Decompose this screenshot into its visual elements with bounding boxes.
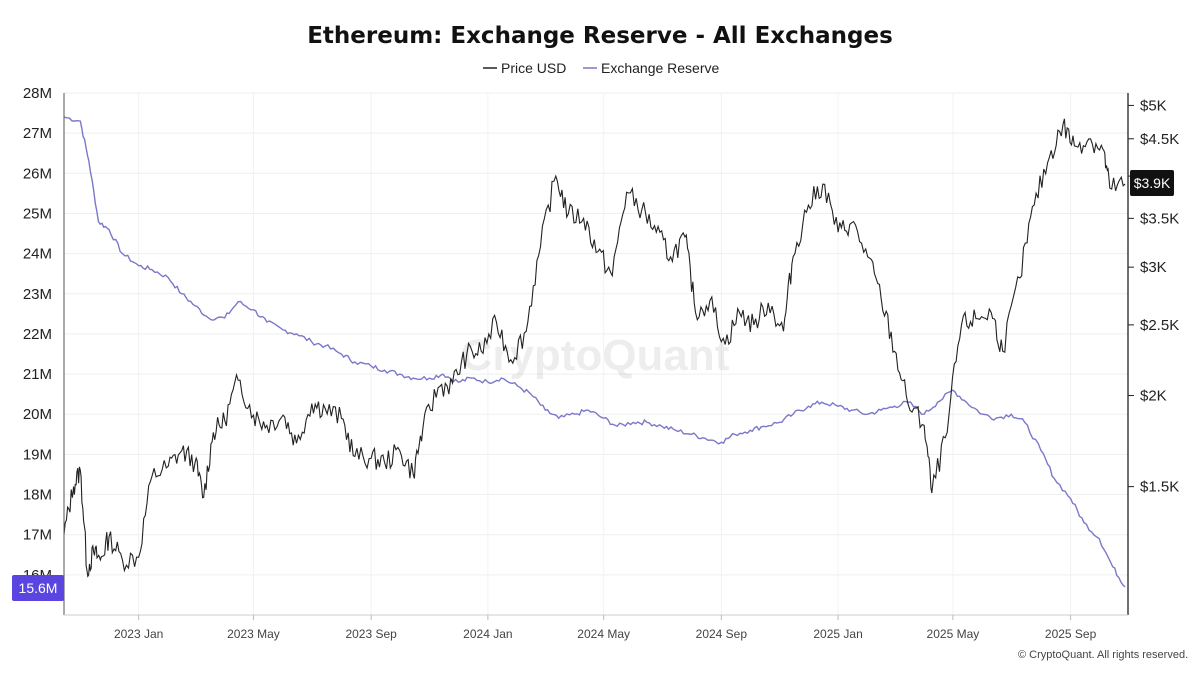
left-tick-label-3: 19M xyxy=(23,446,52,463)
reserve-badge-bg xyxy=(12,575,64,601)
x-tick-label-2: 2023 Sep xyxy=(345,627,397,641)
x-axis-ticks: 2023 Jan 2023 May 2023 Sep 2024 Jan 2024 May… xyxy=(114,615,1097,641)
reserve-value-badge: 15.6M xyxy=(12,575,64,601)
left-tick-label-10: 26M xyxy=(23,165,52,182)
left-tick-label-1: 17M xyxy=(23,527,52,544)
right-tick-label-6: $4.5K xyxy=(1140,131,1179,148)
right-tick-label-3: $3K xyxy=(1140,259,1167,276)
price-badge-text: $3.9K xyxy=(1134,175,1171,191)
left-tick-label-5: 21M xyxy=(23,366,52,383)
right-tick-label-4: $3.5K xyxy=(1140,210,1179,227)
x-tick-label-3: 2024 Jan xyxy=(463,627,512,641)
right-tick-label-2: $2.5K xyxy=(1140,317,1179,334)
left-tick-label-2: 18M xyxy=(23,487,52,504)
series-line-exchange-reserve xyxy=(63,116,1126,588)
left-tick-label-6: 22M xyxy=(23,326,52,343)
copyright: © CryptoQuant. All rights reserved. xyxy=(1018,649,1188,661)
price-value-badge: $3.9K xyxy=(1130,170,1174,196)
axes xyxy=(63,93,1129,616)
right-tick-label-7: $5K xyxy=(1140,97,1167,114)
left-tick-label-11: 27M xyxy=(23,125,52,142)
left-tick-label-9: 25M xyxy=(23,205,52,222)
gridlines xyxy=(64,92,1128,615)
left-tick-label-12: 28M xyxy=(23,85,52,102)
series-line-price-usd xyxy=(63,118,1126,578)
legend: Price USD Exchange Reserve xyxy=(483,60,720,76)
right-tick-label-1: $2K xyxy=(1140,388,1167,405)
series-layer xyxy=(63,116,1126,588)
right-tick-label-0: $1.5K xyxy=(1140,479,1179,496)
right-axis-ticks: $1.5K $2K $2.5K $3K $3.5K $4.5K $5K xyxy=(1128,97,1179,496)
chart-title: Ethereum: Exchange Reserve - All Exchang… xyxy=(307,23,893,49)
left-tick-label-8: 24M xyxy=(23,246,52,263)
reserve-badge-text: 15.6M xyxy=(19,580,58,596)
x-tick-label-6: 2025 Jan xyxy=(813,627,862,641)
legend-entry-reserve: Exchange Reserve xyxy=(601,60,720,76)
left-tick-label-7: 23M xyxy=(23,286,52,303)
x-tick-label-4: 2024 May xyxy=(577,627,630,641)
x-tick-label-1: 2023 May xyxy=(227,627,280,641)
x-tick-label-0: 2023 Jan xyxy=(114,627,163,641)
x-tick-label-8: 2025 Sep xyxy=(1045,627,1097,641)
x-tick-label-5: 2024 Sep xyxy=(696,627,748,641)
price-badge-bg xyxy=(1130,170,1174,196)
left-axis-ticks: 16M17M18M19M20M21M22M23M24M25M26M27M28M xyxy=(23,85,52,584)
legend-entry-price: Price USD xyxy=(501,60,566,76)
x-tick-label-7: 2025 May xyxy=(927,627,980,641)
left-tick-label-4: 20M xyxy=(23,406,52,423)
watermark: CryptoQuant xyxy=(461,331,730,380)
